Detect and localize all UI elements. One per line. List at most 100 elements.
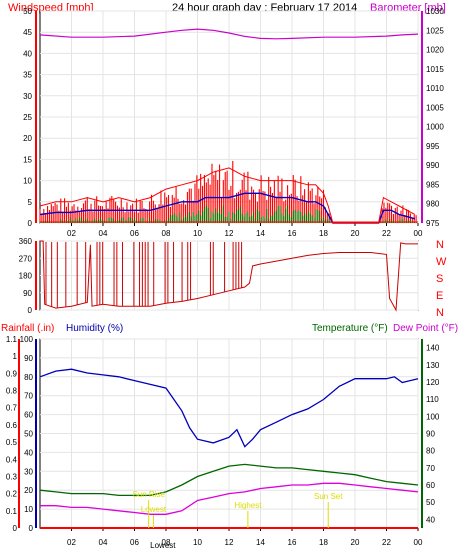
rain-y-tick-0.2: 0.2: [6, 490, 18, 499]
humidity-y-tick-50: 50: [24, 430, 33, 439]
direction-y-tick-180: 180: [19, 272, 33, 281]
wind-x-tick-16: 16: [288, 229, 297, 238]
temp-y-tick-100: 100: [426, 412, 440, 421]
baro-y-tick-1025: 1025: [426, 26, 444, 35]
temp-y-tick-90: 90: [426, 430, 435, 439]
wind-y-tick-0: 0: [28, 219, 33, 228]
direction-y-tick-270: 270: [19, 254, 33, 263]
temperature-x-axis-ticks: 02 04 06 08 10 12 14 16 18 20 22 00: [67, 528, 423, 547]
wind-x-tick-10: 10: [193, 229, 202, 238]
wind-x-tick-20: 20: [351, 229, 360, 238]
wind-x-tick-14: 14: [256, 229, 265, 238]
wind-y-tick-5: 5: [28, 198, 33, 207]
temperature-y-axis-ticks: 40 50 60 70 80 90 100 110 120 130 140: [426, 344, 440, 525]
direction-spikes: [42, 241, 243, 308]
rain-y-tick-0.3: 0.3: [6, 472, 18, 481]
wind-y-tick-40: 40: [23, 49, 32, 58]
humidity-y-tick-80: 80: [24, 373, 33, 382]
baro-y-tick-1015: 1015: [426, 65, 444, 74]
humidity-y-tick-0: 0: [29, 524, 34, 533]
wind-y-tick-15: 15: [23, 155, 32, 164]
dewpoint-line: [40, 482, 419, 515]
barometer-y-axis-ticks: 975 980 985 990 995 1000 1005 1010 1015 1020 1025 1…: [426, 7, 444, 228]
wind-average-line: [39, 192, 416, 224]
wind-y-tick-35: 35: [23, 71, 32, 80]
humidity-y-tick-60: 60: [24, 411, 33, 420]
temp-x-tick-22: 22: [382, 538, 391, 547]
direction-series-group: [40, 240, 418, 312]
temp-x-tick-00: 00: [414, 538, 423, 547]
temp-y-tick-80: 80: [426, 447, 435, 456]
wind-gust-line: [39, 167, 416, 224]
temp-x-tick-12: 12: [225, 538, 234, 547]
baro-y-tick-980: 980: [426, 200, 440, 209]
temperature-line: [39, 463, 419, 497]
rain-y-tick-0.8: 0.8: [6, 387, 18, 396]
baro-y-tick-1010: 1010: [426, 84, 444, 93]
humidity-y-tick-10: 10: [24, 505, 33, 514]
wind-x-tick-06: 06: [130, 229, 139, 238]
humidity-line: [39, 368, 419, 448]
rain-y-tick-1: 1: [13, 352, 18, 361]
humidity-y-tick-90: 90: [24, 354, 33, 363]
compass-s-2: S: [436, 273, 443, 285]
humidity-y-tick-20: 20: [24, 486, 33, 495]
wind-x-tick-08: 08: [162, 229, 171, 238]
temp-y-tick-50: 50: [426, 498, 435, 507]
temp-x-tick-14: 14: [256, 538, 265, 547]
wind-y-tick-25: 25: [23, 113, 32, 122]
direction-y-axis-ticks: 0 90 180 270 360: [19, 237, 33, 315]
temp-x-tick-10: 10: [193, 538, 202, 547]
annotation-group: Sun Rise Lowest Highest Sun Set Lowest: [132, 490, 343, 550]
wind-x-tick-04: 04: [99, 229, 108, 238]
temp-x-tick-20: 20: [351, 538, 360, 547]
direction-y-tick-90: 90: [23, 289, 32, 298]
rain-y-tick-1.1: 1.1: [6, 335, 18, 344]
temp-y-tick-110: 110: [426, 395, 439, 404]
annotation-label-3: Sun Set: [314, 492, 343, 501]
humidity-y-tick-70: 70: [24, 392, 33, 401]
rain-y-axis-ticks: 0 0.1 0.2 0.3 0.4 0.5 0.6 0.7 0.8 0.9 1 1.1: [6, 335, 18, 533]
temp-x-tick-16: 16: [288, 538, 297, 547]
rain-y-tick-0: 0: [13, 524, 18, 533]
temp-y-tick-40: 40: [426, 515, 435, 524]
temp-y-tick-130: 130: [426, 361, 440, 370]
baro-y-tick-995: 995: [426, 142, 440, 151]
baro-y-tick-1005: 1005: [426, 103, 444, 112]
rain-y-tick-0.7: 0.7: [6, 404, 18, 413]
wind-y-tick-30: 30: [23, 92, 32, 101]
temp-x-tick-06: 06: [130, 538, 139, 547]
temp-x-tick-02: 02: [67, 538, 76, 547]
compass-n-0: N: [436, 239, 444, 251]
wind-series-group: [39, 28, 419, 224]
wind-y-tick-50: 50: [23, 7, 32, 16]
wind-y-tick-45: 45: [23, 28, 32, 37]
temp-y-tick-70: 70: [426, 464, 435, 473]
humidity-y-tick-30: 30: [24, 467, 33, 476]
humidity-label: Humidity (%): [66, 323, 123, 334]
temperature-label: Temperature (°F): [312, 323, 388, 334]
temp-x-tick-04: 04: [99, 538, 108, 547]
annotation-label-2: Highest: [234, 501, 262, 510]
annotation-label-4: Lowest: [150, 541, 176, 550]
direction-y-tick-360: 360: [19, 237, 33, 246]
rain-y-tick-0.5: 0.5: [6, 438, 18, 447]
wind-y-axis-ticks: 0 5 10 15 20 25 30 35 40 45 50: [23, 7, 32, 228]
compass-w-1: W: [436, 256, 447, 268]
wind-x-tick-12: 12: [225, 229, 234, 238]
temperature-panel: 0 0.1 0.2 0.3 0.4 0.5 0.6 0.7 0.8 0.9 1 1.1 0 10 20 30…: [6, 335, 440, 550]
temp-y-tick-60: 60: [426, 481, 435, 490]
baro-y-tick-1000: 1000: [426, 123, 444, 132]
wind-x-tick-18: 18: [319, 229, 328, 238]
compass-e-3: E: [436, 290, 443, 302]
temp-x-tick-08: 08: [162, 538, 171, 547]
barometer-line: [39, 28, 419, 40]
temp-y-tick-140: 140: [426, 344, 440, 353]
wind-x-tick-22: 22: [382, 229, 391, 238]
direction-line: [40, 240, 418, 312]
temperature-series-group: [39, 368, 419, 529]
